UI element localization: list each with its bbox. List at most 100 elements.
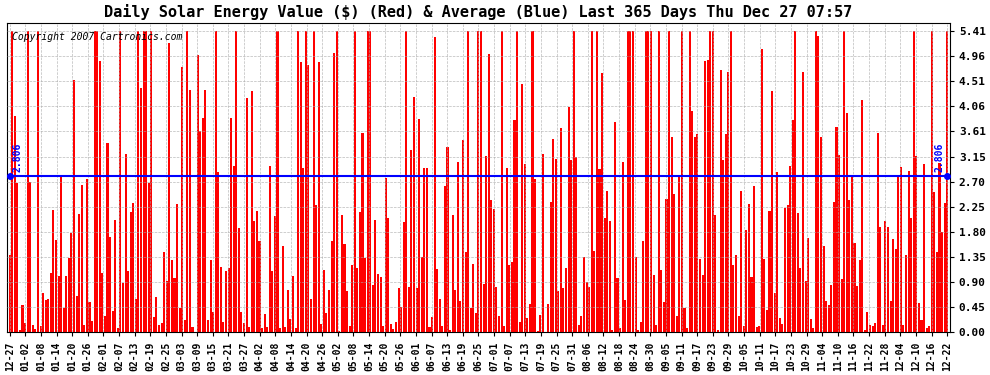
Bar	[709, 30, 711, 332]
Bar	[606, 191, 608, 332]
Bar	[529, 303, 531, 332]
Bar	[43, 293, 45, 332]
Bar	[281, 246, 284, 332]
Bar	[908, 171, 910, 332]
Bar	[805, 280, 807, 332]
Bar	[699, 260, 701, 332]
Bar	[655, 325, 657, 332]
Bar	[271, 270, 273, 332]
Bar	[921, 320, 923, 332]
Bar	[449, 330, 451, 332]
Bar	[730, 30, 732, 332]
Bar	[644, 30, 646, 332]
Bar	[339, 331, 341, 332]
Bar	[263, 314, 265, 332]
Bar	[863, 330, 866, 332]
Bar	[135, 299, 137, 332]
Bar	[841, 279, 842, 332]
Bar	[408, 287, 410, 332]
Bar	[32, 325, 34, 332]
Bar	[519, 322, 521, 332]
Bar	[784, 208, 786, 332]
Bar	[99, 62, 101, 332]
Bar	[725, 134, 727, 332]
Bar	[665, 199, 667, 332]
Bar	[660, 270, 662, 332]
Bar	[810, 319, 812, 332]
Bar	[733, 265, 735, 332]
Bar	[789, 166, 791, 332]
Bar	[341, 215, 343, 332]
Bar	[223, 322, 225, 332]
Bar	[696, 134, 698, 332]
Text: 2.806: 2.806	[12, 143, 23, 172]
Bar	[934, 192, 936, 332]
Bar	[488, 54, 490, 332]
Bar	[426, 168, 428, 332]
Bar	[255, 211, 258, 332]
Bar	[638, 330, 640, 332]
Bar	[537, 331, 539, 332]
Bar	[318, 62, 320, 332]
Bar	[451, 215, 453, 332]
Bar	[424, 168, 426, 332]
Bar	[640, 322, 642, 332]
Bar	[459, 301, 461, 332]
Bar	[549, 202, 551, 332]
Bar	[344, 244, 346, 332]
Bar	[464, 252, 466, 332]
Bar	[148, 183, 149, 332]
Bar	[83, 325, 85, 332]
Bar	[398, 288, 400, 332]
Bar	[802, 72, 804, 332]
Bar	[220, 267, 222, 332]
Bar	[246, 98, 248, 332]
Bar	[361, 133, 363, 332]
Bar	[228, 268, 230, 332]
Bar	[850, 177, 853, 332]
Bar	[812, 328, 815, 332]
Bar	[241, 312, 243, 332]
Bar	[17, 183, 19, 332]
Bar	[11, 30, 13, 332]
Bar	[856, 286, 858, 332]
Bar	[150, 30, 152, 332]
Bar	[681, 30, 683, 332]
Bar	[475, 313, 477, 332]
Bar	[712, 30, 714, 332]
Bar	[395, 322, 397, 332]
Bar	[86, 179, 88, 332]
Bar	[882, 325, 884, 332]
Bar	[758, 326, 760, 332]
Bar	[467, 30, 469, 332]
Bar	[890, 301, 892, 332]
Bar	[133, 202, 135, 332]
Bar	[601, 73, 603, 332]
Bar	[65, 276, 67, 332]
Bar	[763, 259, 765, 332]
Bar	[120, 30, 122, 332]
Bar	[160, 322, 162, 332]
Bar	[741, 191, 742, 332]
Bar	[532, 30, 534, 332]
Bar	[55, 240, 57, 332]
Bar	[295, 328, 297, 332]
Bar	[70, 232, 72, 332]
Bar	[514, 120, 516, 332]
Bar	[377, 274, 379, 332]
Bar	[596, 30, 598, 332]
Bar	[334, 53, 336, 332]
Bar	[454, 290, 456, 332]
Bar	[138, 30, 140, 332]
Bar	[35, 329, 37, 332]
Bar	[843, 30, 845, 332]
Bar	[266, 327, 268, 332]
Bar	[207, 320, 209, 332]
Bar	[217, 172, 220, 332]
Bar	[480, 30, 482, 332]
Bar	[181, 67, 183, 332]
Bar	[50, 273, 51, 332]
Bar	[372, 285, 374, 332]
Bar	[238, 228, 240, 332]
Bar	[78, 214, 80, 332]
